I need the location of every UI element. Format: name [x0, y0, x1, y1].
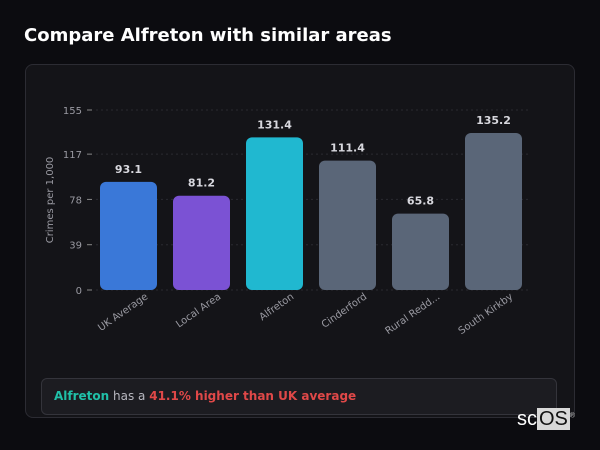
scos-logo: sc OS ®	[517, 408, 575, 431]
summary-area: Alfreton	[54, 389, 110, 403]
value-label: 111.4	[330, 142, 365, 155]
summary-connector: has a	[109, 389, 150, 403]
bar-3	[319, 160, 376, 290]
x-tick-label: Alfreton	[258, 291, 297, 323]
y-tick-label: 78	[69, 195, 82, 206]
x-tick-label: Cinderford	[320, 291, 369, 330]
y-tick-label: 155	[63, 106, 82, 117]
x-tick-label: South Kirkby	[457, 291, 516, 337]
bar-0	[100, 181, 157, 290]
bar-4	[392, 213, 449, 290]
x-tick-label: Rural Redd...	[384, 291, 443, 337]
x-tick-label: UK Average	[96, 291, 150, 333]
summary-box: Alfreton has a 41.1% higher than UK aver…	[41, 378, 557, 415]
x-tick-label: Local Area	[174, 291, 223, 330]
logo-text-b: OS	[537, 408, 570, 430]
summary-comparison: 41.1% higher than UK average	[149, 389, 357, 403]
logo-text-a: sc	[517, 408, 537, 430]
value-label: 135.2	[476, 114, 511, 127]
y-tick-label: 117	[63, 150, 82, 161]
bar-2	[246, 137, 303, 290]
bar-5	[465, 132, 522, 290]
y-tick-label: 0	[76, 286, 82, 297]
logo-mark: ®	[569, 412, 576, 420]
value-label: 65.8	[407, 195, 434, 208]
value-label: 93.1	[115, 163, 142, 176]
y-axis-label: Crimes per 1,000	[45, 157, 56, 244]
bar-1	[173, 195, 230, 290]
value-label: 81.2	[188, 177, 215, 190]
y-tick-label: 39	[69, 241, 82, 252]
value-label: 131.4	[257, 118, 292, 131]
page-title: Compare Alfreton with similar areas	[24, 25, 392, 46]
